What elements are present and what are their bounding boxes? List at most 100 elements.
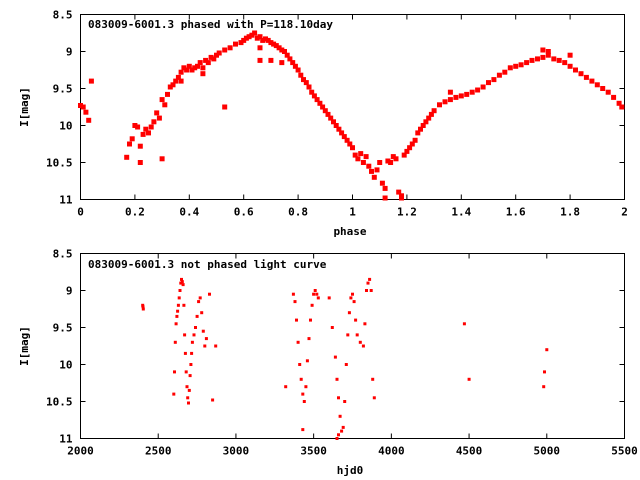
data-point: [170, 82, 176, 88]
data-point: [301, 77, 306, 83]
data-point: [351, 292, 354, 296]
data-point: [192, 65, 198, 71]
data-point: [314, 97, 320, 103]
chart-title: 083009-6001.3 not phased light curve: [88, 258, 327, 271]
data-point: [306, 84, 312, 90]
data-point: [241, 37, 247, 43]
data-point: [195, 314, 199, 318]
data-point: [347, 141, 353, 147]
data-point: [268, 57, 274, 63]
data-point: [358, 151, 364, 157]
data-point: [208, 292, 211, 296]
data-point: [282, 49, 287, 54]
y-tick-label: 10: [59, 120, 72, 133]
data-point: [227, 45, 233, 51]
data-point: [350, 145, 355, 151]
y-tick-label: 8.5: [53, 9, 73, 22]
data-point: [382, 195, 388, 201]
data-point: [189, 363, 193, 366]
data-point: [293, 300, 297, 304]
x-axis-label: hjd0: [337, 464, 364, 477]
data-point: [271, 41, 277, 47]
x-axis-label: phase: [333, 225, 366, 238]
data-point: [290, 60, 296, 66]
x-tick-label: 0: [77, 206, 84, 219]
axis-ticks: 0 0.2 0.4 0.6 0.8 1 1.2 1.4 1.6 1.8 2 8.5 9 9.5 10 10.5…: [46, 9, 628, 219]
data-point: [197, 60, 203, 66]
data-point: [252, 30, 258, 36]
data-point: [312, 292, 316, 296]
data-point: [366, 281, 370, 285]
data-point: [201, 329, 205, 333]
data-point: [216, 50, 222, 56]
data-point: [151, 119, 157, 125]
x-tick-label: 1.6: [506, 206, 526, 219]
data-point: [197, 300, 201, 304]
data-point: [186, 63, 192, 69]
data-point: [200, 71, 206, 77]
data-point: [379, 180, 385, 186]
data-point: [486, 80, 491, 86]
data-point: [146, 130, 151, 136]
data-point: [335, 377, 339, 381]
data-point: [301, 392, 305, 396]
data-point: [78, 103, 83, 108]
data-point: [352, 300, 356, 304]
x-tick-label: 2: [621, 206, 628, 219]
data-point: [159, 156, 165, 162]
data-point: [369, 289, 373, 292]
data-point: [371, 174, 377, 180]
data-point: [524, 60, 530, 66]
data-point: [172, 392, 176, 396]
data-point: [589, 78, 595, 84]
data-point: [162, 102, 168, 108]
data-point: [328, 115, 334, 121]
data-point: [341, 425, 345, 429]
data-point: [137, 143, 143, 149]
data-point: [330, 326, 334, 329]
data-point: [148, 124, 154, 130]
x-tick-label: 5000: [534, 445, 561, 458]
data-point: [143, 126, 149, 132]
data-point: [542, 385, 546, 389]
x-tick-label: 2500: [145, 445, 172, 458]
data-points: [141, 277, 549, 440]
data-point: [331, 119, 336, 125]
data-point: [194, 326, 197, 329]
data-point: [175, 74, 181, 80]
x-tick-label: 0.8: [288, 206, 308, 219]
data-point: [291, 292, 295, 296]
data-point: [311, 93, 317, 99]
data-point: [173, 78, 179, 84]
data-point: [365, 289, 368, 292]
data-point: [535, 56, 540, 62]
data-point: [198, 296, 202, 300]
data-point: [315, 292, 319, 296]
data-point: [338, 414, 342, 418]
data-point: [333, 355, 337, 359]
data-point: [211, 56, 217, 62]
data-point: [619, 104, 625, 110]
data-point: [214, 52, 219, 58]
data-point: [317, 100, 323, 106]
plot-frame: [80, 253, 625, 439]
data-point: [295, 67, 301, 73]
data-point: [407, 145, 413, 151]
data-point: [431, 108, 437, 114]
data-point: [374, 167, 380, 173]
data-point: [165, 91, 170, 97]
x-tick-label: 1.8: [560, 206, 580, 219]
data-point: [279, 60, 285, 66]
data-point: [173, 370, 176, 374]
y-tick-label: 9: [66, 46, 73, 59]
data-point: [401, 152, 407, 158]
data-point: [368, 277, 372, 281]
data-point: [183, 333, 187, 337]
data-point: [279, 47, 285, 53]
y-tick-label: 9.5: [53, 83, 73, 96]
data-point: [167, 84, 173, 90]
x-tick-label: 3500: [300, 445, 327, 458]
x-tick-label: 1.2: [397, 206, 417, 219]
data-point: [349, 296, 353, 300]
data-point: [140, 131, 146, 137]
